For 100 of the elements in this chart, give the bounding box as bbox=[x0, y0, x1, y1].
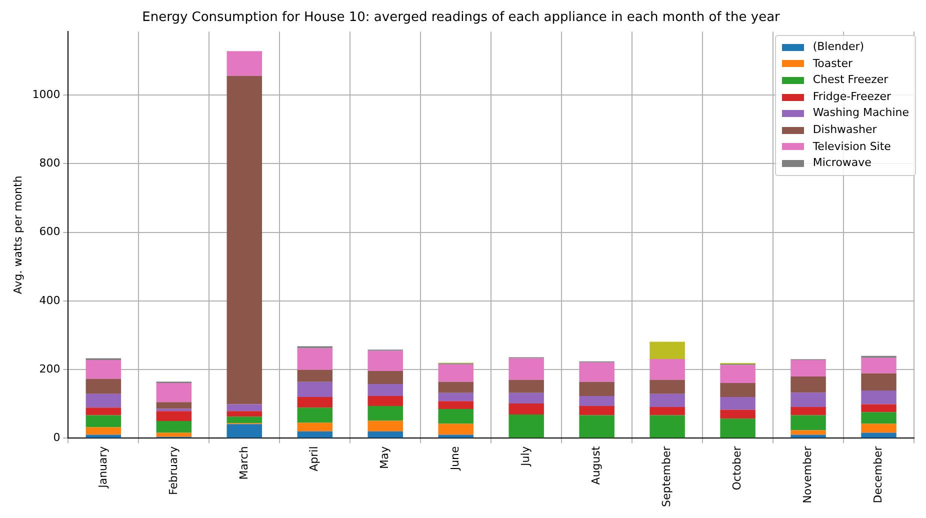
bar bbox=[156, 421, 192, 433]
bar bbox=[226, 416, 262, 424]
bar bbox=[86, 427, 122, 435]
x-tick-label: December bbox=[872, 446, 885, 504]
legend-label: Chest Freezer bbox=[812, 72, 888, 88]
bar bbox=[368, 420, 403, 432]
y-tick-label: 1000 bbox=[32, 88, 60, 101]
chart-title: Energy Consumption for House 10: averged readings of each appliance in each month of the year bbox=[142, 10, 781, 26]
bar bbox=[438, 364, 474, 382]
x-tick-label: April bbox=[308, 446, 321, 472]
legend-label: (Blender) bbox=[812, 39, 864, 55]
legend-label: Washing Machine bbox=[812, 105, 909, 122]
bar bbox=[368, 431, 403, 438]
bar bbox=[720, 418, 756, 438]
bar bbox=[86, 408, 122, 416]
bar bbox=[790, 406, 826, 416]
bar bbox=[86, 360, 122, 379]
bar bbox=[861, 432, 896, 438]
bar bbox=[297, 348, 333, 370]
y-tick-label: 600 bbox=[39, 225, 60, 238]
x-tick-label: October bbox=[730, 446, 744, 490]
bar bbox=[790, 415, 826, 430]
bar bbox=[720, 382, 756, 398]
bar bbox=[720, 397, 756, 410]
bar bbox=[226, 76, 262, 404]
bar bbox=[368, 396, 403, 406]
bar bbox=[226, 411, 262, 417]
bar bbox=[861, 390, 896, 404]
legend-label: Television Site bbox=[812, 138, 891, 155]
bar bbox=[579, 396, 614, 406]
bar bbox=[86, 378, 122, 394]
x-tick-label: July bbox=[519, 446, 532, 467]
bar bbox=[579, 415, 614, 438]
bar bbox=[438, 382, 474, 393]
bar bbox=[508, 392, 544, 404]
x-tick-label: November bbox=[801, 446, 814, 504]
bar bbox=[790, 360, 826, 376]
bar bbox=[579, 382, 614, 396]
bar bbox=[226, 51, 262, 76]
bar bbox=[579, 362, 614, 382]
y-tick-label: 800 bbox=[39, 156, 60, 170]
legend-label: Dishwasher bbox=[812, 122, 877, 138]
bar bbox=[861, 358, 896, 374]
legend-label: Fridge-Freezer bbox=[812, 88, 892, 105]
bar bbox=[579, 406, 614, 416]
bar bbox=[508, 358, 544, 380]
bar bbox=[297, 408, 333, 423]
bar bbox=[650, 415, 685, 438]
bar bbox=[438, 424, 474, 435]
x-tick-label: August bbox=[590, 446, 603, 485]
x-tick-label: September bbox=[660, 446, 674, 508]
bar bbox=[297, 370, 333, 382]
bar bbox=[156, 408, 192, 412]
bar bbox=[790, 376, 826, 393]
x-tick-label: March bbox=[237, 446, 250, 480]
bar bbox=[720, 365, 756, 383]
legend-label: Microwave bbox=[812, 155, 872, 172]
bar bbox=[438, 409, 474, 424]
y-axis-title: Avg. watts per month bbox=[11, 176, 24, 294]
y-tick-label: 200 bbox=[39, 362, 60, 376]
bar bbox=[861, 412, 896, 424]
y-tick-label: 400 bbox=[39, 294, 60, 307]
bar bbox=[650, 342, 685, 359]
bar bbox=[86, 415, 122, 428]
x-tick-label: May bbox=[378, 446, 392, 469]
bar bbox=[297, 422, 333, 432]
bar bbox=[861, 373, 896, 391]
bar bbox=[720, 410, 756, 419]
x-tick-label: June bbox=[448, 446, 462, 472]
bar bbox=[438, 392, 474, 402]
bar bbox=[368, 370, 403, 384]
bar bbox=[861, 404, 896, 412]
bar bbox=[508, 404, 544, 415]
x-tick-label: February bbox=[166, 446, 180, 495]
y-tick-label: 0 bbox=[53, 431, 60, 444]
bar bbox=[790, 392, 826, 407]
bar bbox=[297, 431, 333, 438]
bar bbox=[156, 402, 192, 409]
bar bbox=[861, 424, 896, 433]
bar bbox=[650, 394, 685, 407]
bar bbox=[226, 404, 262, 412]
bar bbox=[297, 382, 333, 398]
bar bbox=[368, 406, 403, 421]
bar bbox=[790, 430, 826, 435]
bar bbox=[368, 350, 403, 371]
bar bbox=[226, 424, 262, 438]
bar bbox=[297, 397, 333, 408]
bar bbox=[508, 414, 544, 438]
bar bbox=[86, 394, 122, 408]
bar bbox=[438, 401, 474, 410]
bar bbox=[650, 406, 685, 416]
bar bbox=[156, 382, 192, 402]
bar bbox=[156, 432, 192, 437]
bar bbox=[508, 380, 544, 393]
bar bbox=[650, 380, 685, 394]
bar bbox=[368, 384, 403, 396]
bar bbox=[650, 358, 685, 380]
x-tick-label: January bbox=[96, 446, 110, 489]
bar bbox=[156, 411, 192, 422]
legend-label: Toaster bbox=[812, 56, 852, 72]
